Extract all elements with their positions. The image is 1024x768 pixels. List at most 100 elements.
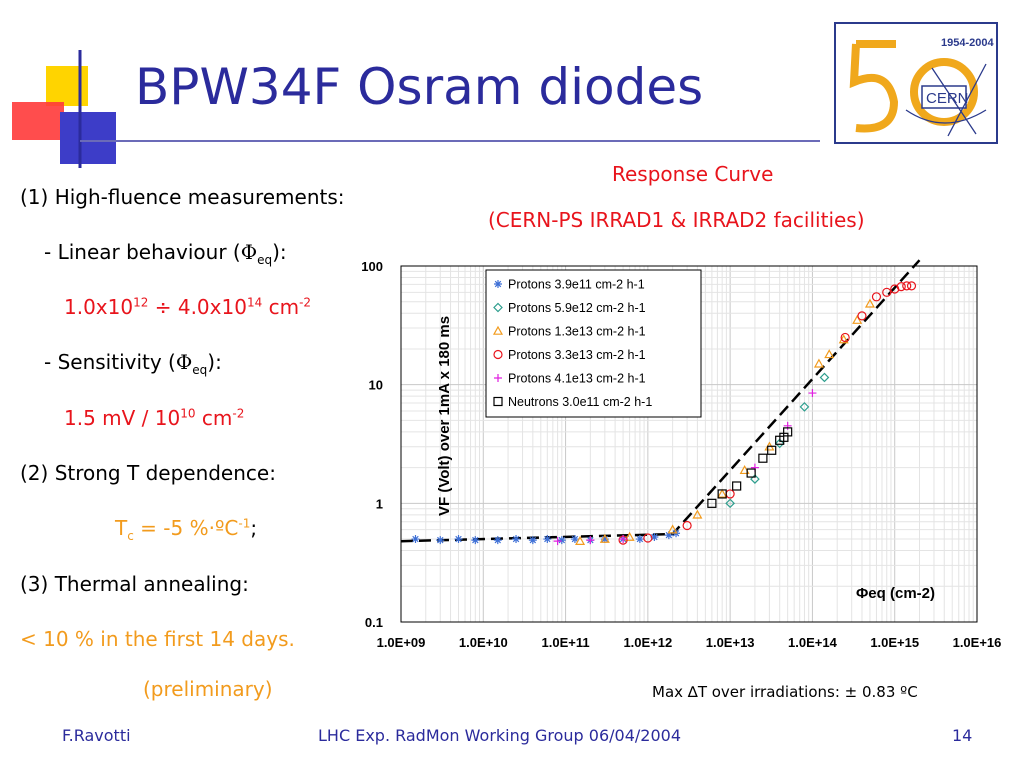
data-point-square <box>493 396 503 407</box>
data-point-asterisk <box>600 535 609 544</box>
data-point-plus <box>494 374 502 382</box>
data-points <box>411 281 917 546</box>
data-point-plus <box>808 389 817 398</box>
header-rule <box>80 140 820 142</box>
series-points <box>725 372 830 509</box>
sensitivity-value: 1.5 mV / 1010 cm-2 <box>64 406 245 430</box>
x-tick-label: 1.0E+15 <box>870 635 919 650</box>
item-2: (2) Strong T dependence: <box>20 461 276 485</box>
series-points <box>553 389 817 546</box>
linear-range: 1.0x1012 ÷ 4.0x1014 cm-2 <box>64 295 312 319</box>
data-point-circle <box>906 281 917 291</box>
data-point-circle <box>902 281 912 291</box>
data-point-asterisk <box>650 533 659 542</box>
data-point-asterisk <box>528 536 537 545</box>
data-point-triangle <box>492 325 504 335</box>
data-point-asterisk <box>664 531 673 540</box>
data-point-diamond <box>493 302 503 313</box>
data-point-asterisk <box>570 535 579 544</box>
data-point-diamond <box>725 498 735 509</box>
response-curve-subtitle: (CERN-PS IRRAD1 & IRRAD2 facilities) <box>488 208 865 232</box>
data-point-triangle <box>624 531 635 541</box>
header-decoration <box>12 50 116 168</box>
footer-author: F.Ravotti <box>62 726 131 745</box>
data-point-square <box>767 445 777 455</box>
legend-entry: Neutrons 3.0e11 cm-2 h-1 <box>508 395 652 409</box>
footer-center: LHC Exp. RadMon Working Group 06/04/2004 <box>318 726 682 745</box>
data-point-asterisk <box>436 536 445 545</box>
page-title: BPW34F Osram diodes <box>135 58 704 116</box>
data-point-plus <box>619 535 628 544</box>
data-point-triangle <box>599 533 610 543</box>
chart-legend: Protons 3.9e11 cm-2 h-1 Protons 5.9e12 cm… <box>485 269 702 418</box>
data-point-circle <box>643 533 653 543</box>
preliminary-note: (preliminary) <box>143 677 273 701</box>
data-point-square <box>732 481 742 491</box>
x-tick-label: 1.0E+11 <box>542 635 590 650</box>
legend-entry: Protons 5.9e12 cm-2 h-1 <box>508 301 646 315</box>
x-tick-label: 1.0E+10 <box>459 635 508 650</box>
data-point-asterisk <box>471 536 480 545</box>
data-point-asterisk <box>512 535 521 544</box>
x-tick-label: 1.0E+13 <box>706 635 755 650</box>
series-points <box>707 427 793 508</box>
data-point-square <box>758 453 768 463</box>
data-point-triangle <box>824 349 835 359</box>
data-point-asterisk <box>494 280 502 288</box>
item-3: (3) Thermal annealing: <box>20 572 249 596</box>
data-point-asterisk <box>557 536 566 545</box>
x-tick-label: 1.0E+12 <box>623 635 672 650</box>
max-dt-note: Max ∆T over irradiations: ± 0.83 ºC <box>652 683 918 701</box>
data-point-square <box>717 489 727 499</box>
plot-frame <box>400 265 978 623</box>
data-point-circle <box>882 287 892 297</box>
data-point-triangle <box>852 314 863 324</box>
data-point-plus <box>783 421 792 430</box>
fit-line <box>400 259 921 543</box>
data-point-diamond <box>819 372 830 383</box>
legend-entry: Protons 4.1e13 cm-2 h-1 <box>508 372 646 386</box>
data-point-diamond <box>799 402 810 412</box>
page-number: 14 <box>952 726 973 745</box>
data-point-triangle <box>813 358 824 368</box>
x-tick-label: 1.0E+09 <box>377 635 426 650</box>
data-point-asterisk <box>543 535 552 544</box>
y-tick-label: 10 <box>369 378 383 393</box>
legend-entry: Protons 3.9e11 cm-2 h-1 <box>508 278 645 292</box>
data-point-diamond <box>750 474 760 484</box>
data-point-circle <box>840 332 850 343</box>
data-point-triangle <box>692 509 703 519</box>
item-1: (1) High-fluence measurements: <box>20 185 345 209</box>
data-point-triangle <box>667 524 678 534</box>
data-point-diamond <box>774 438 785 449</box>
data-point-circle <box>857 311 867 321</box>
logo-years: 1954-2004 <box>941 37 994 49</box>
data-point-square <box>779 432 789 442</box>
x-axis-ticks: 1.0E+09 1.0E+10 1.0E+11 1.0E+12 1.0E+13 1.0E+… <box>377 635 1002 650</box>
data-point-circle <box>890 284 900 294</box>
y-axis-ticks: 0.1 1 10 100 <box>361 259 383 630</box>
data-point-circle <box>896 282 906 292</box>
annealing-value: < 10 % in the first 14 days. <box>20 627 295 651</box>
legend-entry: Protons 3.3e13 cm-2 h-1 <box>508 348 646 362</box>
data-point-circle <box>493 349 503 360</box>
data-point-plus <box>553 537 562 546</box>
y-tick-label: 1 <box>376 496 383 511</box>
data-point-asterisk <box>454 535 463 544</box>
data-point-asterisk <box>493 536 502 545</box>
data-point-asterisk <box>635 535 644 544</box>
tc-value: Tc = -5 %·ºC-1; <box>115 516 258 543</box>
data-point-square <box>707 498 717 508</box>
y-tick-label: 100 <box>361 259 383 274</box>
sensitivity: - Sensitivity (Φeq): <box>44 350 222 377</box>
data-point-square <box>746 468 756 478</box>
data-point-circle <box>871 292 882 302</box>
data-point-asterisk <box>411 535 420 544</box>
data-point-triangle <box>575 535 586 545</box>
y-tick-label: 0.1 <box>365 615 383 630</box>
legend-entry: Protons 1.3e13 cm-2 h-1 <box>508 325 646 339</box>
data-point-triangle <box>717 488 728 498</box>
y-axis-label: VF (Volt) over 1mA x 180 ms <box>436 316 453 516</box>
x-tick-label: 1.0E+14 <box>788 635 838 650</box>
